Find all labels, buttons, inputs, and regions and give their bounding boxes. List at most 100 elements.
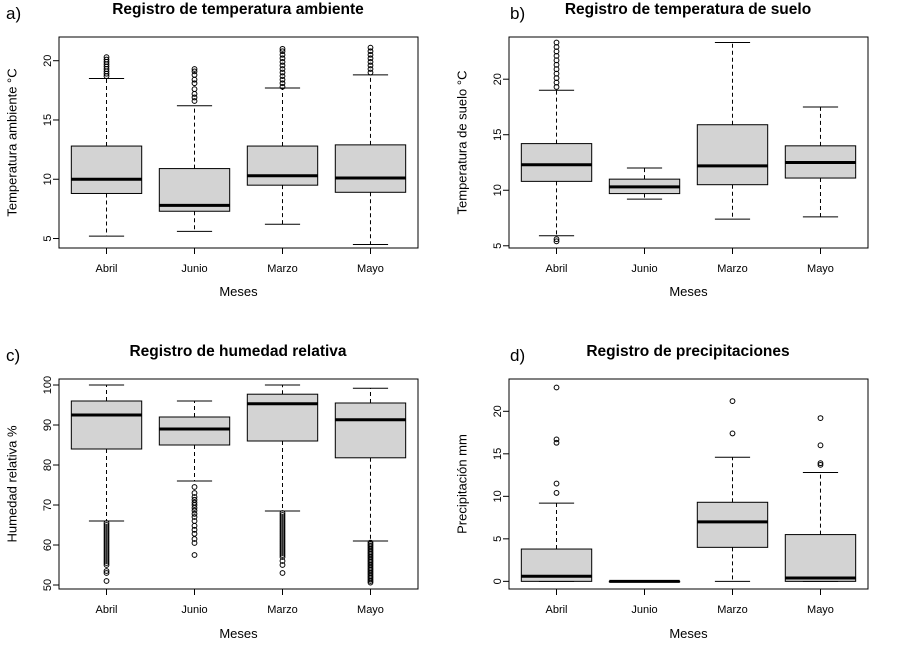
y-tick-label: 15 bbox=[492, 448, 504, 460]
y-tick-label: 100 bbox=[42, 376, 54, 394]
outlier-point bbox=[191, 94, 198, 101]
outlier-point bbox=[103, 556, 110, 562]
outlier-point bbox=[553, 39, 560, 46]
outlier-point bbox=[103, 534, 110, 540]
outlier-point bbox=[279, 58, 286, 65]
outlier-point bbox=[817, 460, 824, 467]
panel-title: Registro de temperatura ambiente bbox=[112, 1, 364, 18]
x-tick-label: Junio bbox=[181, 604, 207, 616]
outlier-point bbox=[191, 552, 198, 558]
x-axis-label: Meses bbox=[219, 284, 258, 299]
outlier-point bbox=[191, 76, 198, 83]
outlier-point bbox=[817, 442, 824, 449]
outlier-point bbox=[553, 236, 560, 243]
iqr-box bbox=[334, 402, 407, 459]
outlier-point bbox=[191, 68, 198, 75]
box-abril bbox=[520, 39, 593, 245]
outlier-point bbox=[279, 562, 286, 568]
box-mayo bbox=[784, 415, 857, 582]
outlier-point bbox=[191, 507, 198, 514]
x-axis-label: Meses bbox=[669, 626, 708, 641]
outlier-point bbox=[279, 530, 286, 536]
x-tick-label: Abril bbox=[546, 604, 568, 616]
panel-1: 5 10 15 20 Abril Junio Marzo Mayo bbox=[42, 36, 419, 275]
outlier-point bbox=[191, 536, 198, 542]
y-tick-label: 50 bbox=[42, 579, 54, 591]
outlier-point bbox=[191, 494, 198, 500]
x-tick-label: Marzo bbox=[717, 604, 748, 616]
x-tick-label: Marzo bbox=[267, 263, 298, 275]
outlier-point bbox=[279, 48, 286, 55]
x-axis-label: Meses bbox=[219, 626, 258, 641]
outlier-point bbox=[191, 502, 198, 508]
x-tick-label: Marzo bbox=[717, 263, 748, 275]
iqr-box bbox=[334, 144, 407, 193]
y-tick-label: 70 bbox=[42, 499, 54, 511]
box-junio bbox=[608, 579, 681, 583]
outlier-point bbox=[279, 51, 286, 58]
outlier-point bbox=[279, 532, 286, 538]
panel-label: a) bbox=[6, 4, 21, 23]
outlier-point bbox=[553, 439, 560, 446]
box-abril bbox=[520, 384, 593, 582]
y-tick-label: 5 bbox=[492, 536, 504, 542]
y-axis-label: Humedad relativa % bbox=[4, 425, 19, 542]
outlier-point bbox=[103, 536, 110, 542]
outlier-point bbox=[729, 430, 736, 437]
outlier-point bbox=[103, 570, 110, 576]
outlier-point bbox=[103, 530, 110, 536]
plot-frame bbox=[508, 378, 869, 590]
outlier-point bbox=[103, 554, 110, 560]
outlier-point bbox=[103, 550, 110, 556]
panel-2: 5 10 15 20 Abril Junio Marzo Mayo bbox=[492, 36, 869, 275]
outlier-point bbox=[279, 526, 286, 532]
box-mayo bbox=[334, 387, 407, 586]
outlier-point bbox=[279, 542, 286, 548]
outlier-point bbox=[279, 55, 286, 62]
iqr-box bbox=[696, 501, 769, 548]
iqr-box bbox=[784, 534, 857, 582]
outlier-point bbox=[191, 98, 198, 104]
iqr-box bbox=[246, 393, 319, 442]
outlier-point bbox=[367, 579, 374, 586]
box-abril bbox=[70, 54, 143, 237]
plot-frame bbox=[58, 378, 419, 590]
outlier-point bbox=[279, 528, 286, 534]
panel-label: d) bbox=[510, 346, 525, 365]
outlier-point bbox=[279, 552, 286, 558]
outlier-point bbox=[103, 546, 110, 552]
plot-frame bbox=[58, 36, 419, 249]
panel-title: Registro de temperatura de suelo bbox=[565, 1, 811, 18]
x-tick-label: Abril bbox=[96, 263, 118, 275]
y-tick-label: 10 bbox=[492, 184, 504, 196]
panel-title: Registro de humedad relativa bbox=[129, 343, 346, 360]
outlier-point bbox=[103, 532, 110, 538]
outlier-point bbox=[103, 522, 110, 528]
outlier-point bbox=[103, 54, 110, 61]
x-tick-label: Marzo bbox=[267, 604, 298, 616]
y-tick-label: 80 bbox=[42, 459, 54, 471]
outlier-point bbox=[103, 540, 110, 546]
iqr-box bbox=[70, 400, 143, 450]
outlier-point bbox=[103, 562, 110, 568]
outlier-point bbox=[103, 568, 110, 574]
y-tick-label: 5 bbox=[492, 243, 504, 249]
box-junio bbox=[158, 400, 231, 558]
outlier-point bbox=[279, 524, 286, 530]
outlier-point bbox=[279, 518, 286, 524]
outlier-point bbox=[103, 528, 110, 534]
outlier-point bbox=[279, 45, 286, 52]
outlier-point bbox=[279, 554, 286, 560]
outlier-point bbox=[553, 238, 560, 245]
y-tick-label: 90 bbox=[42, 419, 54, 431]
box-junio bbox=[608, 167, 681, 200]
outlier-point bbox=[279, 534, 286, 540]
outlier-point bbox=[103, 552, 110, 558]
outlier-point bbox=[367, 48, 374, 55]
outlier-point bbox=[279, 514, 286, 520]
x-tick-label: Mayo bbox=[357, 263, 384, 275]
box-abril bbox=[70, 384, 143, 584]
y-axis-label: Temperatura ambiente °C bbox=[4, 68, 19, 216]
panel-label: c) bbox=[6, 346, 20, 365]
outlier-point bbox=[103, 56, 110, 63]
